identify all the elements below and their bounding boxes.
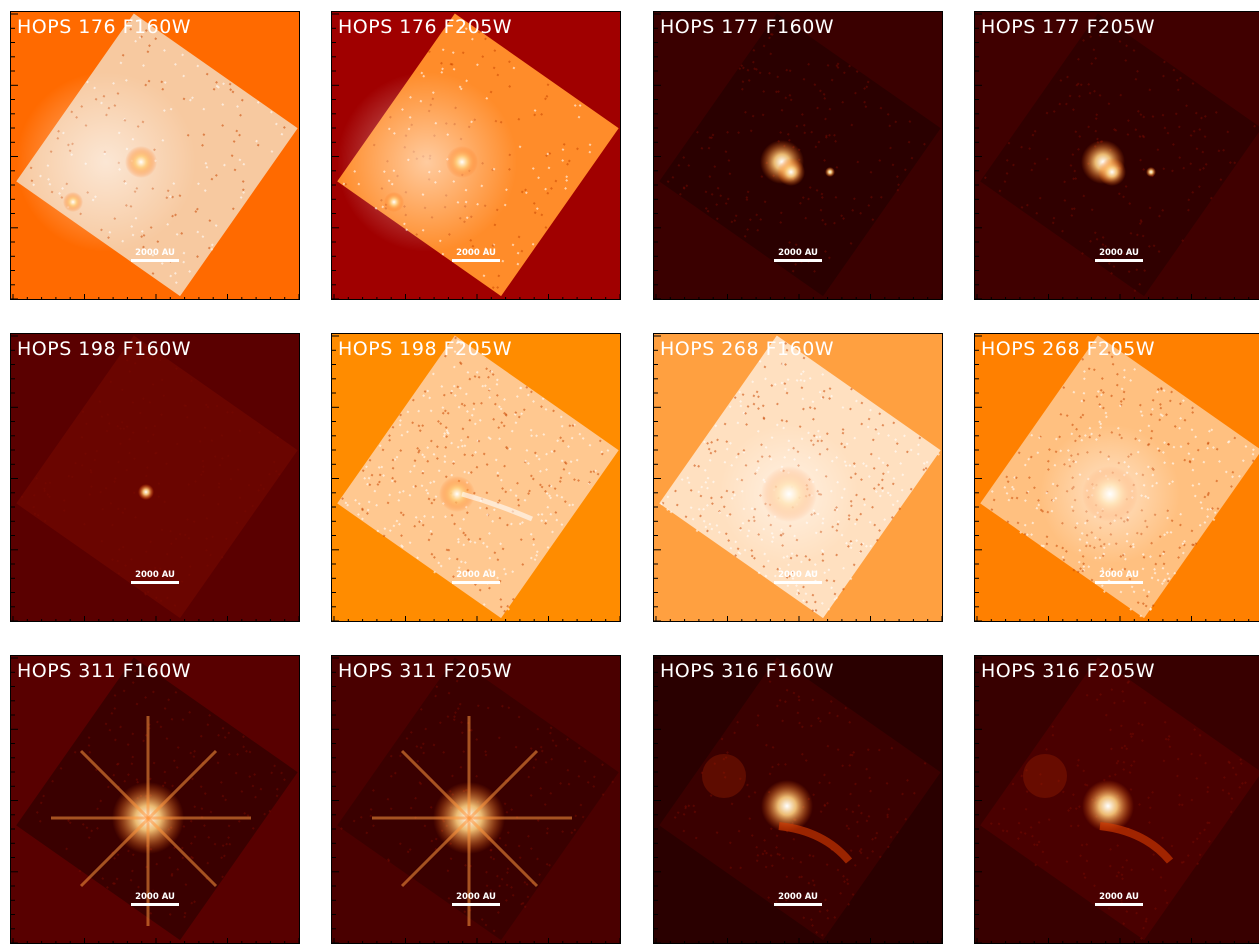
panel-image bbox=[975, 657, 1259, 943]
scale-bar-line bbox=[774, 903, 822, 906]
panel-title: HOPS 311 F160W bbox=[17, 660, 192, 682]
panel-title: HOPS 311 F205W bbox=[338, 660, 513, 682]
scale-bar-label: 2000 AU bbox=[778, 892, 818, 902]
image-panel: HOPS 177 F160W 2000 AU bbox=[653, 11, 943, 300]
scale-bar-label: 2000 AU bbox=[135, 892, 175, 902]
panel-title: HOPS 198 F205W bbox=[338, 338, 513, 360]
panel-image bbox=[654, 657, 942, 943]
scale-bar-label: 2000 AU bbox=[135, 248, 175, 258]
panel-image bbox=[11, 13, 299, 299]
image-panel: HOPS 198 F205W 2000 AU bbox=[331, 333, 621, 622]
image-panel: HOPS 177 F205W 2000 AU bbox=[974, 11, 1259, 300]
panel-title: HOPS 198 F160W bbox=[17, 338, 192, 360]
scale-bar-label: 2000 AU bbox=[1099, 248, 1139, 258]
scale-bar: 2000 AU bbox=[452, 892, 500, 906]
scale-bar: 2000 AU bbox=[452, 248, 500, 262]
panel-image bbox=[332, 335, 620, 621]
panel-title: HOPS 176 F205W bbox=[338, 16, 513, 38]
scale-bar-label: 2000 AU bbox=[456, 570, 496, 580]
scale-bar-label: 2000 AU bbox=[456, 248, 496, 258]
scale-bar: 2000 AU bbox=[774, 248, 822, 262]
scale-bar-label: 2000 AU bbox=[135, 570, 175, 580]
image-panel: HOPS 311 F205W 2000 AU bbox=[331, 655, 621, 944]
scale-bar-label: 2000 AU bbox=[1099, 892, 1139, 902]
image-panel: HOPS 311 F160W 2000 AU bbox=[10, 655, 300, 944]
panel-image bbox=[332, 657, 620, 943]
image-panel: HOPS 176 F205W 2000 AU bbox=[331, 11, 621, 300]
panel-title: HOPS 316 F205W bbox=[981, 660, 1156, 682]
scale-bar: 2000 AU bbox=[131, 570, 179, 584]
scale-bar-line bbox=[452, 903, 500, 906]
scale-bar: 2000 AU bbox=[131, 892, 179, 906]
scale-bar: 2000 AU bbox=[1095, 248, 1143, 262]
scale-bar-line bbox=[131, 581, 179, 584]
scale-bar-line bbox=[452, 259, 500, 262]
panel-title: HOPS 316 F160W bbox=[660, 660, 835, 682]
panel-image bbox=[654, 335, 942, 621]
scale-bar-label: 2000 AU bbox=[778, 248, 818, 258]
panel-title: HOPS 268 F205W bbox=[981, 338, 1156, 360]
image-panel: HOPS 176 F160W 2000 AU bbox=[10, 11, 300, 300]
scale-bar-line bbox=[452, 581, 500, 584]
scale-bar: 2000 AU bbox=[774, 892, 822, 906]
panel-image bbox=[654, 13, 942, 299]
image-panel: HOPS 316 F205W 2000 AU bbox=[974, 655, 1259, 944]
detector-tile bbox=[16, 335, 298, 619]
scale-bar-line bbox=[1095, 259, 1143, 262]
scale-bar: 2000 AU bbox=[131, 248, 179, 262]
scale-bar: 2000 AU bbox=[774, 570, 822, 584]
scale-bar-label: 2000 AU bbox=[778, 570, 818, 580]
panel-image bbox=[332, 13, 620, 299]
image-panel: HOPS 198 F160W 2000 AU bbox=[10, 333, 300, 622]
panel-title: HOPS 176 F160W bbox=[17, 16, 192, 38]
panel-image bbox=[11, 335, 299, 621]
panel-title: HOPS 268 F160W bbox=[660, 338, 835, 360]
panel-image bbox=[11, 657, 299, 943]
scale-bar-label: 2000 AU bbox=[1099, 570, 1139, 580]
image-panel: HOPS 268 F160W 2000 AU bbox=[653, 333, 943, 622]
image-panel: HOPS 268 F205W 2000 AU bbox=[974, 333, 1259, 622]
scale-bar-line bbox=[131, 903, 179, 906]
panel-title: HOPS 177 F160W bbox=[660, 16, 835, 38]
scale-bar-line bbox=[1095, 581, 1143, 584]
scale-bar: 2000 AU bbox=[452, 570, 500, 584]
panel-image bbox=[975, 13, 1259, 299]
scale-bar-line bbox=[1095, 903, 1143, 906]
scale-bar-line bbox=[774, 581, 822, 584]
panel-image bbox=[975, 335, 1259, 621]
image-panel: HOPS 316 F160W 2000 AU bbox=[653, 655, 943, 944]
scale-bar: 2000 AU bbox=[1095, 892, 1143, 906]
panel-title: HOPS 177 F205W bbox=[981, 16, 1156, 38]
scale-bar: 2000 AU bbox=[1095, 570, 1143, 584]
scale-bar-label: 2000 AU bbox=[456, 892, 496, 902]
scale-bar-line bbox=[774, 259, 822, 262]
scale-bar-line bbox=[131, 259, 179, 262]
